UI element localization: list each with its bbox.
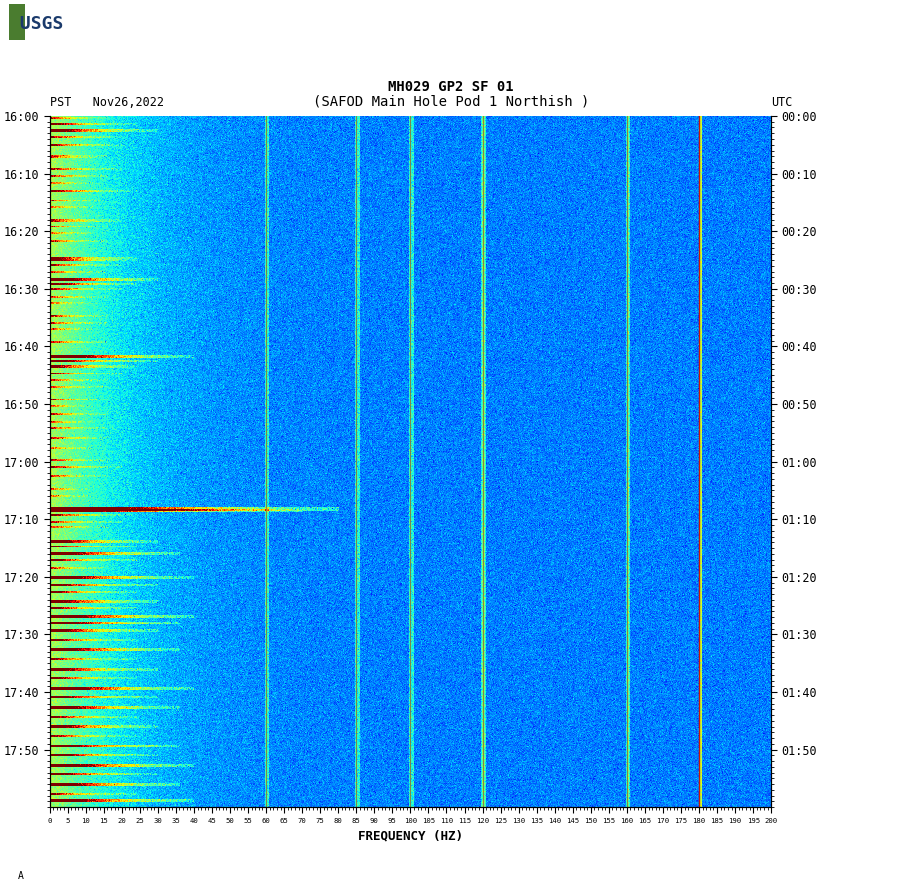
Text: A: A: [18, 871, 24, 881]
Text: MH029 GP2 SF 01: MH029 GP2 SF 01: [388, 79, 514, 94]
Text: USGS: USGS: [9, 15, 63, 33]
Text: (SAFOD Main Hole Pod 1 Northish ): (SAFOD Main Hole Pod 1 Northish ): [313, 95, 589, 109]
X-axis label: FREQUENCY (HZ): FREQUENCY (HZ): [358, 830, 463, 842]
Text: UTC: UTC: [771, 95, 793, 109]
Bar: [9, 4, 25, 40]
Text: PST   Nov26,2022: PST Nov26,2022: [50, 95, 163, 109]
